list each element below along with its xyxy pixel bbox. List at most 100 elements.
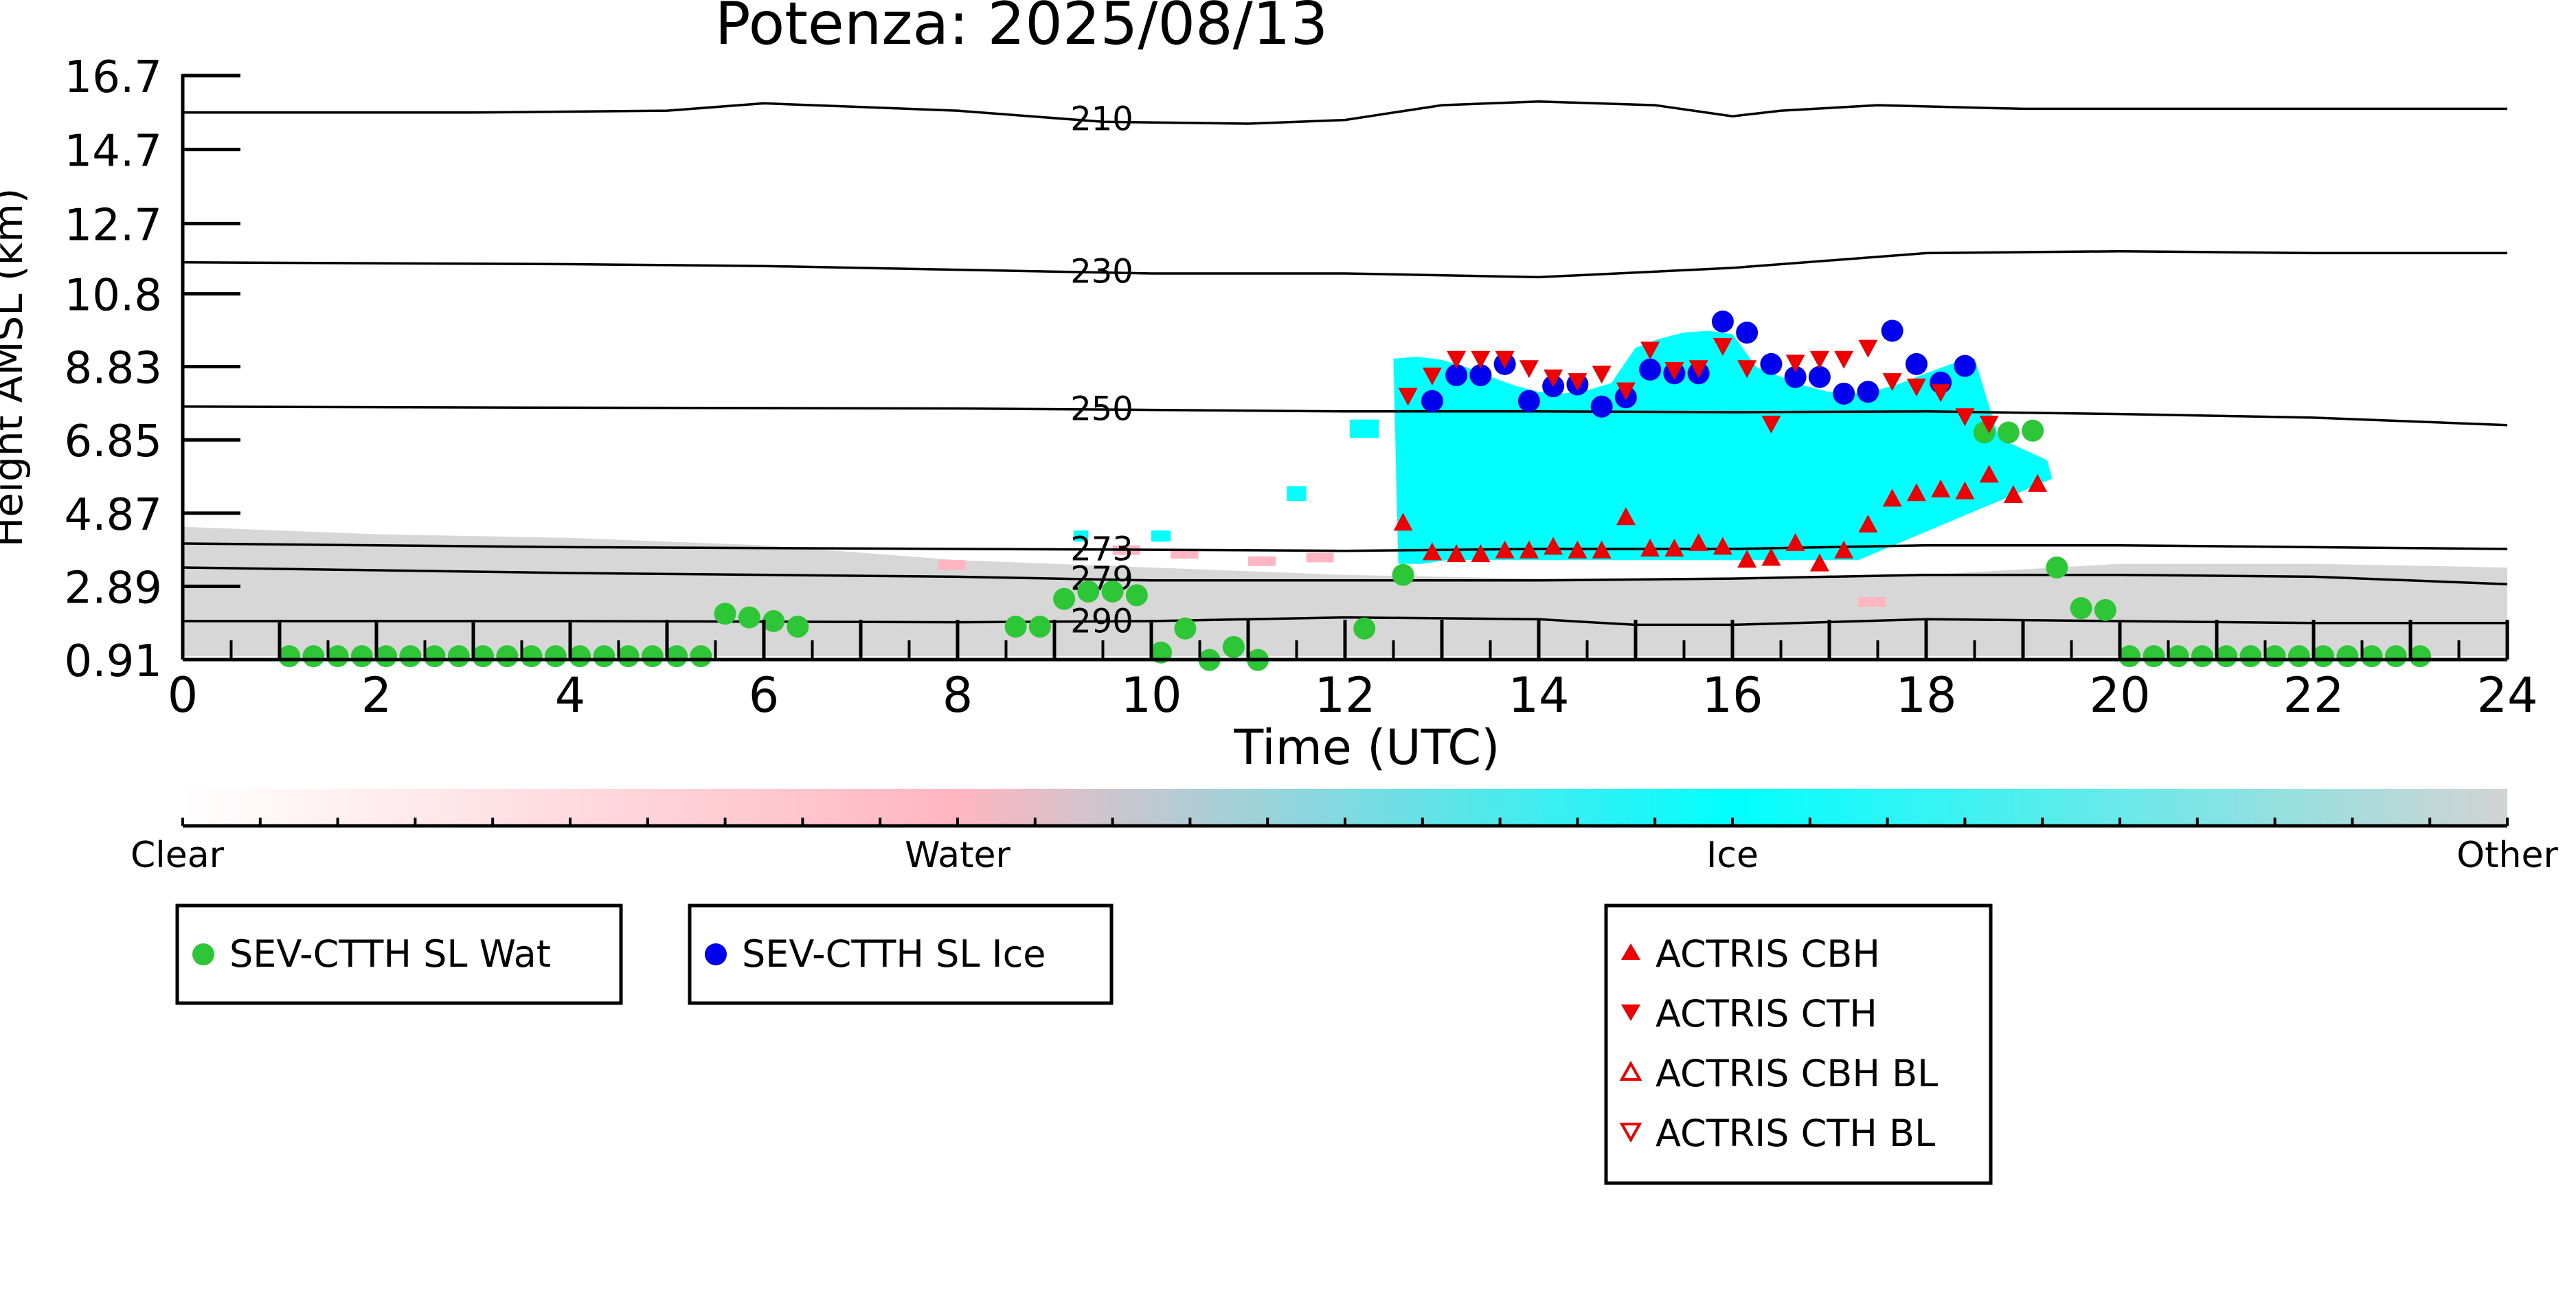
- marker-sev-ice: [1784, 366, 1807, 388]
- marker-actris-cth: [1785, 355, 1805, 373]
- data-markers: [278, 310, 2432, 671]
- marker-sev-water: [2070, 597, 2092, 620]
- x-tick-label: 12: [1314, 667, 1375, 723]
- contour-line-210: [183, 100, 2507, 125]
- marker-actris-cth: [1398, 388, 1418, 406]
- marker-actris-cbh: [1979, 464, 1999, 483]
- marker-actris-cth: [1592, 366, 1612, 384]
- marker-actris-cbh: [1495, 540, 1515, 559]
- legend-box: [688, 903, 1114, 1005]
- marker-actris-cth: [1761, 416, 1781, 434]
- marker-actris-cth: [1471, 350, 1491, 369]
- legend-label: ACTRIS CBH BL: [1656, 1052, 1938, 1095]
- marker-sev-water: [326, 645, 349, 668]
- marker-sev-water: [1004, 616, 1027, 638]
- contour-line-230: [183, 249, 2507, 279]
- colorbar-label-ice: Ice: [1706, 835, 1759, 876]
- marker-sev-water: [641, 645, 664, 668]
- marker-actris-cbh: [1568, 540, 1588, 559]
- y-tick-label: 2.89: [65, 563, 163, 614]
- marker-actris-cth: [1422, 368, 1442, 386]
- water-class-fleck: [938, 560, 966, 570]
- marker-actris-cbh: [2003, 484, 2023, 503]
- water-class-fleck: [1306, 552, 1334, 563]
- contour-label-230: 230: [1070, 253, 1133, 291]
- marker-actris-cbh: [1713, 537, 1732, 555]
- marker-sev-water: [666, 645, 688, 668]
- marker-sev-water: [278, 645, 301, 668]
- marker-sev-water: [2360, 645, 2383, 668]
- marker-actris-cth: [1616, 382, 1636, 401]
- marker-sev-water: [2094, 598, 2116, 621]
- marker-sev-water: [1222, 636, 1245, 658]
- marker-sev-ice: [1954, 355, 1976, 377]
- marker-sev-water: [423, 645, 446, 668]
- marker-actris-cth: [1544, 369, 1563, 388]
- marker-sev-ice: [1421, 390, 1443, 412]
- contour-label-290: 290: [1070, 603, 1133, 641]
- marker-sev-ice: [1517, 390, 1540, 412]
- marker-actris-cbh: [1809, 553, 1829, 572]
- marker-sev-water: [350, 645, 373, 668]
- y-tick-label: 16.7: [65, 52, 163, 103]
- marker-sev-water: [1392, 563, 1414, 586]
- marker-sev-water: [2143, 645, 2165, 668]
- water-class-fleck: [1248, 556, 1276, 566]
- y-tick-label: 8.83: [65, 344, 163, 394]
- y-tick-label: 10.8: [65, 271, 163, 322]
- marker-sev-water: [375, 645, 398, 668]
- marker-sev-water: [593, 645, 615, 668]
- marker-actris-cth: [1882, 373, 1902, 392]
- marker-actris-cth: [1931, 384, 1951, 403]
- water-class-fleck: [1858, 597, 1886, 607]
- marker-actris-cbh: [1447, 544, 1467, 563]
- y-tick-label: 0.91: [65, 636, 163, 687]
- marker-sev-water: [2287, 645, 2310, 668]
- y-tick-label: 14.7: [65, 126, 163, 177]
- ice-class-patch: [1287, 486, 1307, 502]
- marker-sev-water: [1125, 584, 1148, 607]
- contour-label-250: 250: [1070, 390, 1133, 429]
- ice-class-patch: [1151, 530, 1171, 542]
- contour-label-273: 273: [1070, 530, 1133, 569]
- marker-actris-cbh: [1882, 489, 1902, 507]
- marker-sev-water: [2239, 645, 2262, 668]
- marker-actris-cbh: [1858, 515, 1878, 533]
- marker-actris-cth: [1737, 360, 1757, 379]
- legend-marker-blue-circle: [705, 943, 727, 965]
- colorbar-label-other: Other: [2456, 835, 2558, 876]
- marker-actris-cbh: [1544, 537, 1563, 555]
- marker-sev-water: [447, 645, 470, 668]
- x-tick-label: 18: [1895, 667, 1956, 723]
- marker-actris-cbh: [1906, 483, 1926, 502]
- marker-actris-cth: [1640, 341, 1660, 360]
- y-tick-label: 4.87: [65, 490, 163, 541]
- marker-sev-ice: [1736, 322, 1759, 344]
- marker-sev-water: [762, 610, 785, 633]
- marker-actris-cth: [1979, 416, 1999, 434]
- marker-actris-cbh: [1688, 532, 1708, 551]
- legend-label: ACTRIS CBH: [1656, 932, 1880, 976]
- marker-sev-water: [544, 645, 567, 668]
- contour-line-273: [183, 542, 2507, 552]
- marker-actris-cth: [1447, 350, 1467, 369]
- x-tick-label: 0: [168, 667, 199, 723]
- marker-sev-water: [2191, 645, 2213, 668]
- marker-actris-cbh: [1955, 481, 1975, 499]
- marker-sev-ice: [1590, 395, 1613, 418]
- contour-label-210: 210: [1070, 100, 1133, 139]
- x-tick-label: 8: [942, 667, 973, 723]
- marker-actris-cbh: [1519, 540, 1539, 559]
- marker-sev-water: [1101, 580, 1124, 603]
- marker-actris-cth: [1713, 337, 1732, 356]
- marker-actris-cbh: [2028, 473, 2048, 492]
- marker-sev-water: [2312, 645, 2335, 668]
- marker-sev-water: [1053, 587, 1076, 610]
- marker-sev-water: [1028, 616, 1051, 638]
- marker-actris-cth: [1858, 339, 1878, 358]
- legend-marker-triangle-up: [1621, 943, 1640, 960]
- marker-sev-ice: [1760, 352, 1783, 375]
- marker-actris-cbh: [1931, 479, 1951, 497]
